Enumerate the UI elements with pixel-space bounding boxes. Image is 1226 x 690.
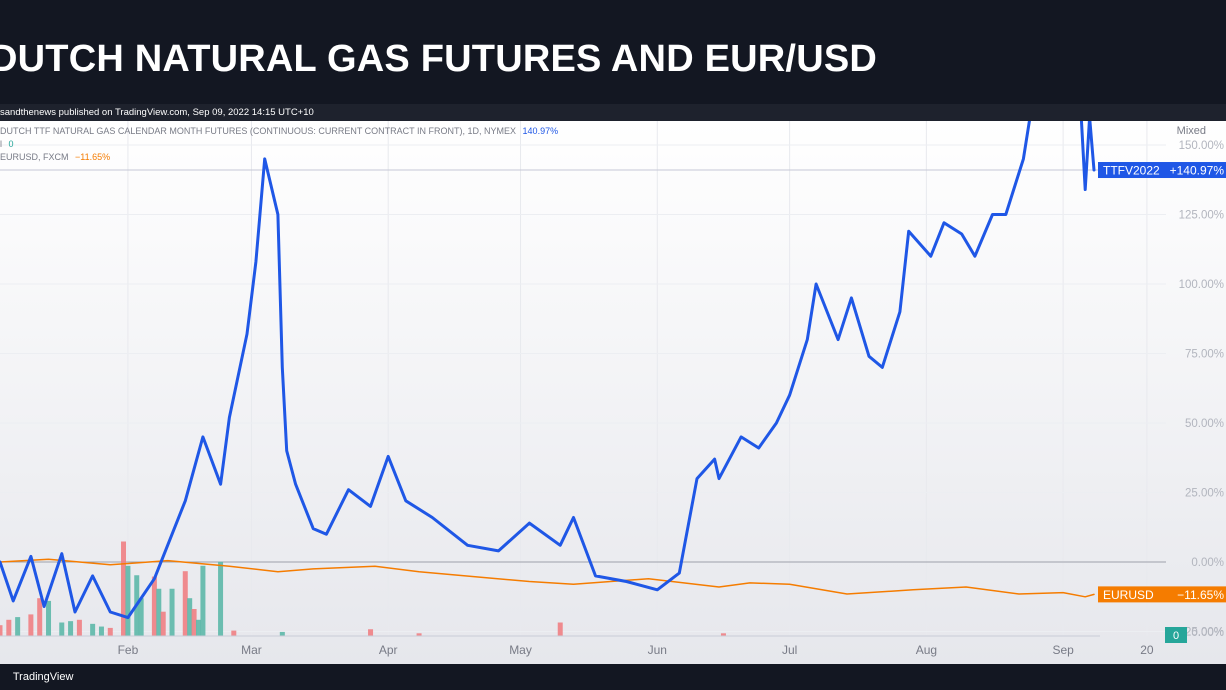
volume-bar (231, 630, 237, 636)
volume-bar (182, 571, 188, 636)
legend-main-label: DUTCH TTF NATURAL GAS CALENDAR MONTH FUT… (0, 126, 517, 136)
volume-bar (37, 598, 43, 636)
series-value-label: −11.65% (1177, 588, 1224, 602)
volume-bar (218, 561, 224, 636)
volume-bar (68, 621, 74, 636)
volume-bar (76, 619, 82, 636)
volume-bar (169, 588, 175, 636)
volume-bar (200, 565, 206, 636)
x-tick-label: Aug (916, 643, 937, 657)
footer: TradingView (0, 664, 1226, 690)
legend-volume[interactable]: l 0 (0, 139, 14, 149)
series-label-bg (1098, 586, 1226, 603)
y-tick-label: 25.00% (1185, 488, 1224, 500)
legend-eurusd-label: EURUSD, FXCM (0, 152, 69, 162)
volume-bar (107, 627, 113, 636)
volume-bar (59, 622, 65, 636)
x-tick-label: Jul (782, 643, 797, 657)
y-tick-label: −25.00% (1178, 627, 1224, 639)
volume-bar (368, 629, 374, 636)
x-tick-label: Feb (118, 643, 139, 657)
legend-main[interactable]: DUTCH TTF NATURAL GAS CALENDAR MONTH FUT… (0, 126, 558, 136)
published-line: sandthenews published on TradingView.com… (0, 104, 1226, 121)
volume-bar (15, 617, 21, 636)
legend-volume-label: l (0, 139, 2, 149)
volume-bar (28, 614, 34, 636)
volume-bar (125, 565, 131, 636)
legend-eurusd[interactable]: EURUSD, FXCM −11.65% (0, 152, 110, 162)
series-line-ttfv2022 (0, 121, 1096, 620)
footer-brand[interactable]: TradingView (12, 671, 74, 683)
series-name-label: TTFV2022 (1103, 164, 1160, 178)
volume-axis-label: 0.00% (1191, 627, 1224, 639)
y-tick-label: 75.00% (1185, 349, 1224, 361)
x-tick-label: Mar (241, 643, 262, 657)
volume-bar (191, 609, 197, 636)
y-tick-label: 100.00% (1179, 279, 1224, 291)
volume-bar (279, 631, 285, 636)
y-tick-label: 50.00% (1185, 418, 1224, 430)
legend-volume-value: 0 (8, 139, 14, 149)
x-tick-label: 20 (1140, 643, 1154, 657)
y-tick-label: 150.00% (1179, 140, 1224, 152)
chart-area[interactable]: 300.00%275.00%250.00%225.00%200.00%175.0… (0, 121, 1226, 664)
volume-bar (46, 600, 52, 636)
volume-bar (90, 623, 96, 636)
x-tick-label: Jun (648, 643, 667, 657)
y-tick-label: 125.00% (1179, 210, 1224, 222)
volume-bar (187, 598, 193, 636)
series-value-label: +140.97% (1170, 164, 1225, 178)
volume-value-bg (1165, 627, 1187, 643)
y-tick-label: 0.00% (1191, 557, 1224, 569)
title-bar: DUTCH NATURAL GAS FUTURES AND EUR/USD (0, 0, 1226, 104)
legend-eurusd-value: −11.65% (75, 152, 111, 162)
volume-bar (557, 622, 563, 636)
volume-bar (6, 619, 12, 636)
page-title: DUTCH NATURAL GAS FUTURES AND EUR/USD (0, 38, 878, 80)
series-name-label: EURUSD (1103, 588, 1154, 602)
volume-bar (98, 626, 104, 636)
volume-bar (121, 541, 127, 636)
volume-bar (196, 619, 202, 636)
volume-value-label: 0 (1173, 630, 1179, 642)
volume-bar (160, 611, 166, 636)
x-tick-label: Apr (379, 643, 398, 657)
volume-bar (151, 576, 157, 636)
volume-bar (416, 633, 422, 636)
scale-mode-toggle[interactable]: Mixed (1176, 125, 1206, 137)
x-tick-label: Sep (1052, 643, 1074, 657)
volume-bar (720, 633, 726, 636)
volume-bar (0, 625, 3, 636)
legend-main-value: 140.97% (522, 126, 559, 136)
series-label-bg (1098, 162, 1226, 179)
volume-bar (138, 598, 144, 636)
volume-bar (156, 588, 162, 636)
x-tick-label: May (509, 643, 532, 657)
chart-svg[interactable]: 300.00%275.00%250.00%225.00%200.00%175.0… (0, 121, 1226, 664)
series-line-eurusd (0, 558, 1095, 598)
